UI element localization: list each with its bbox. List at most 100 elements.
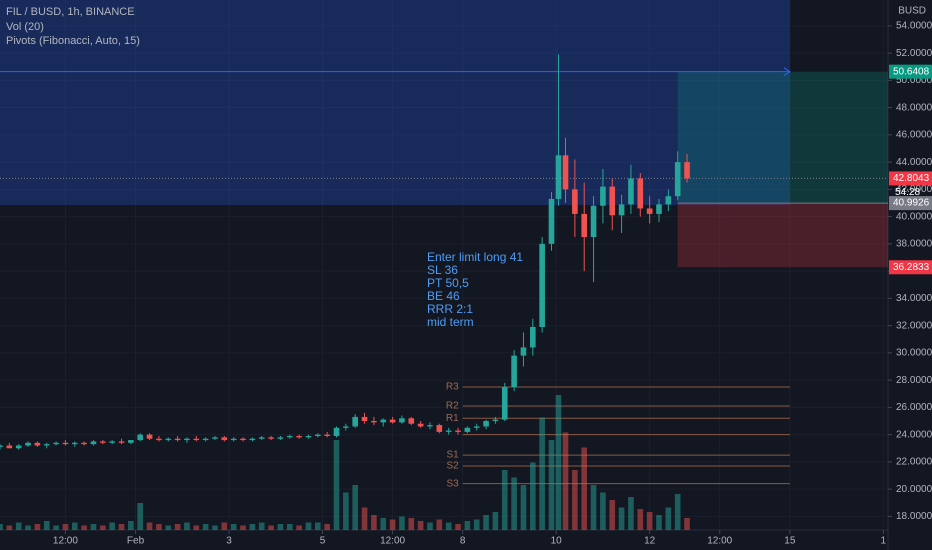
candle-body [315, 434, 321, 436]
candle-body [562, 155, 569, 190]
candle-body [609, 186, 616, 216]
volume-bar [0, 524, 3, 530]
volume-bar [156, 524, 162, 530]
volume-bar [581, 447, 588, 530]
candle-body [628, 178, 634, 205]
volume-bar [128, 521, 134, 530]
candle-body [501, 386, 508, 420]
candle-body [361, 416, 368, 422]
pivot-label: S3 [446, 478, 459, 489]
candle-body [137, 434, 144, 441]
x-tick-label: 8 [460, 536, 466, 547]
symbol: FIL / BUSD, 1h, BINANCE [6, 6, 135, 18]
y-tick-label: 42.0000 [896, 184, 932, 195]
volume-bar [399, 516, 405, 530]
stop-tag-label: 36.2833 [893, 262, 930, 273]
y-tick-label: 50.0000 [896, 75, 932, 86]
candle-body [646, 208, 653, 214]
x-tick-label: Feb [127, 536, 145, 547]
volume-bar [455, 524, 461, 530]
volume-bar [240, 525, 246, 530]
volume-bar [165, 525, 172, 530]
volume-bar [296, 525, 302, 530]
volume-bar [34, 524, 41, 530]
candle-body [380, 419, 387, 423]
volume-bar [277, 524, 284, 530]
candle-body [436, 425, 443, 432]
annotation-line: PT 50,5 [427, 276, 469, 290]
candle-body [656, 204, 662, 214]
candle-body [539, 243, 545, 327]
x-tick-label: 1 [881, 536, 887, 547]
volume-bar [389, 519, 396, 530]
volume-bar [628, 497, 634, 530]
ray-arrow [783, 67, 791, 77]
candle-body [520, 347, 527, 356]
last-price-tag-label: 42.8043 [893, 173, 930, 184]
volume-bar [361, 507, 368, 530]
y-tick-label: 28.0000 [896, 375, 932, 386]
candle-body [277, 437, 284, 439]
candle-body [81, 442, 87, 445]
volume-bar [427, 522, 433, 530]
candle-body [445, 430, 452, 432]
candle-body [352, 416, 359, 427]
volume-bar [656, 515, 662, 530]
volume-bar [15, 522, 22, 530]
y-tick-label: 26.0000 [896, 402, 932, 413]
volume-bar [417, 521, 424, 530]
candle-body [333, 427, 340, 436]
volume-bar [637, 509, 644, 530]
x-tick-label: 12:00 [380, 536, 405, 547]
volume-bar [324, 524, 330, 530]
annotation-line: RRR 2:1 [427, 302, 473, 316]
candle-body [483, 421, 489, 427]
y-tick-label: 54.0000 [896, 21, 932, 32]
volume-bar [352, 485, 359, 530]
candle-body [268, 437, 274, 439]
candle-body [618, 204, 625, 216]
y-tick-label: 32.0000 [896, 320, 932, 331]
volume-bar [501, 470, 508, 530]
candle-body [221, 437, 228, 441]
y-tick-label: 34.0000 [896, 293, 932, 304]
candle-body [25, 442, 31, 446]
candle-body [464, 427, 471, 432]
candle-body [0, 445, 3, 447]
volume-bar [492, 512, 499, 530]
candle-body [90, 441, 97, 445]
volume-bar [90, 524, 97, 530]
pivot-label: S2 [446, 461, 459, 472]
candle-body [128, 440, 134, 443]
y-tick-label: 24.0000 [896, 429, 932, 440]
candle-body [529, 326, 536, 348]
candle-body [427, 425, 433, 427]
x-tick-label: 12:00 [53, 536, 78, 547]
volume-bar [343, 492, 349, 530]
volume-bar [230, 524, 237, 530]
x-tick-label: 12 [644, 536, 656, 547]
candle-body [371, 421, 377, 423]
y-tick-label: 18.0000 [896, 511, 932, 522]
candle-body [389, 419, 396, 423]
candle-body [600, 186, 606, 206]
volume-bar [146, 522, 153, 530]
y-tick-label: 40.0000 [896, 211, 932, 222]
entry-tag-label: 40.9926 [893, 198, 930, 209]
x-tick-label: 12:00 [707, 536, 732, 547]
pivot-label: R3 [446, 382, 459, 393]
target-tag-label: 50.6408 [893, 66, 930, 77]
candle-body [324, 434, 330, 436]
candle-body [417, 423, 424, 427]
volume-bar [590, 485, 597, 530]
candle-body [590, 205, 597, 238]
y-tick-label: 48.0000 [896, 102, 932, 113]
y-tick-label: 30.0000 [896, 348, 932, 359]
candle-body [15, 445, 22, 449]
candle-body [581, 213, 588, 238]
candle-body [184, 438, 190, 441]
volume-bar [539, 417, 545, 530]
x-tick-label: 3 [226, 536, 232, 547]
candle-body [230, 438, 237, 441]
